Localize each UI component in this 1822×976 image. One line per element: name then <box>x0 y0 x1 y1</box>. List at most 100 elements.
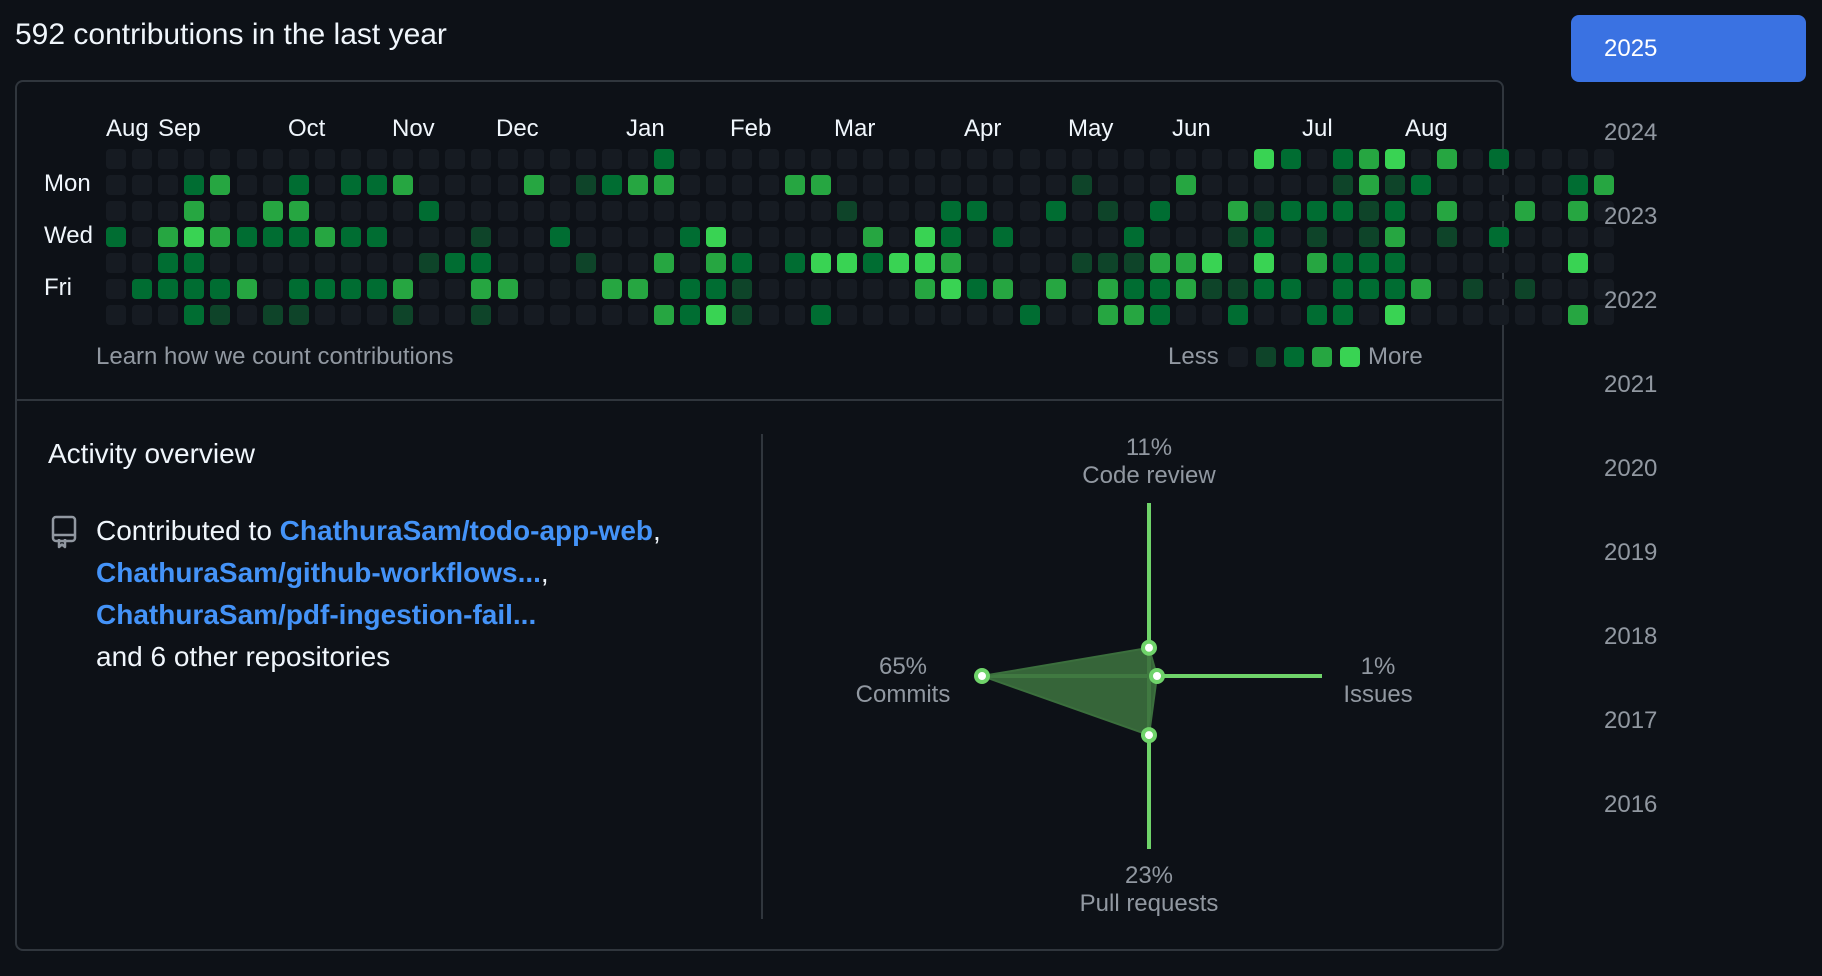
contribution-day-cell[interactable] <box>1150 279 1170 299</box>
contribution-day-cell[interactable] <box>1411 305 1431 325</box>
contribution-day-cell[interactable] <box>810 279 831 299</box>
contribution-day-cell[interactable] <box>1228 253 1249 273</box>
contribution-day-cell[interactable] <box>1071 279 1092 299</box>
contribution-day-cell[interactable] <box>575 305 596 325</box>
contribution-day-cell[interactable] <box>419 175 440 195</box>
contribution-day-cell[interactable] <box>889 253 909 273</box>
contribution-day-cell[interactable] <box>1228 175 1249 195</box>
contribution-day-cell[interactable] <box>1489 227 1510 247</box>
contribution-day-cell[interactable] <box>367 253 387 273</box>
contribution-day-cell[interactable] <box>993 253 1014 273</box>
contribution-day-cell[interactable] <box>1384 201 1405 221</box>
contribution-day-cell[interactable] <box>1567 201 1588 221</box>
contribution-day-cell[interactable] <box>628 227 648 247</box>
contribution-day-cell[interactable] <box>184 253 205 273</box>
contribution-day-cell[interactable] <box>132 279 153 299</box>
contribution-day-cell[interactable] <box>393 305 414 325</box>
contribution-day-cell[interactable] <box>758 175 779 195</box>
contribution-day-cell[interactable] <box>810 149 831 169</box>
contribution-day-cell[interactable] <box>836 253 857 273</box>
contribution-day-cell[interactable] <box>1071 305 1092 325</box>
contribution-day-cell[interactable] <box>784 305 805 325</box>
contribution-day-cell[interactable] <box>158 253 179 273</box>
contribution-day-cell[interactable] <box>1176 253 1197 273</box>
contribution-day-cell[interactable] <box>758 305 779 325</box>
contribution-day-cell[interactable] <box>393 279 414 299</box>
contribution-day-cell[interactable] <box>549 175 570 195</box>
contribution-day-cell[interactable] <box>471 253 492 273</box>
contribution-day-cell[interactable] <box>732 305 753 325</box>
contribution-day-cell[interactable] <box>1280 149 1301 169</box>
contribution-day-cell[interactable] <box>549 227 570 247</box>
contribution-day-cell[interactable] <box>419 201 440 221</box>
contribution-day-cell[interactable] <box>1541 305 1562 325</box>
contribution-day-cell[interactable] <box>1280 253 1301 273</box>
contribution-day-cell[interactable] <box>1306 175 1327 195</box>
contribution-day-cell[interactable] <box>1437 227 1458 247</box>
contribution-day-cell[interactable] <box>1176 279 1197 299</box>
contribution-day-cell[interactable] <box>1463 253 1484 273</box>
contribution-day-cell[interactable] <box>941 305 962 325</box>
contribution-day-cell[interactable] <box>601 279 622 299</box>
contribution-day-cell[interactable] <box>549 149 570 169</box>
contribution-day-cell[interactable] <box>1437 305 1458 325</box>
contribution-day-cell[interactable] <box>288 305 309 325</box>
contribution-day-cell[interactable] <box>680 149 701 169</box>
contribution-day-cell[interactable] <box>1437 201 1458 221</box>
contribution-day-cell[interactable] <box>601 253 622 273</box>
contribution-day-cell[interactable] <box>993 279 1014 299</box>
contribution-day-cell[interactable] <box>915 253 936 273</box>
contribution-day-cell[interactable] <box>1593 305 1614 325</box>
contribution-day-cell[interactable] <box>862 305 883 325</box>
contribution-day-cell[interactable] <box>1254 227 1275 247</box>
contribution-day-cell[interactable] <box>1593 175 1614 195</box>
contribution-day-cell[interactable] <box>288 253 309 273</box>
contribution-day-cell[interactable] <box>732 253 753 273</box>
contribution-day-cell[interactable] <box>1358 149 1379 169</box>
contribution-day-cell[interactable] <box>628 305 648 325</box>
repo-link-todo-app-web[interactable]: ChathuraSam/todo-app-web <box>279 515 654 546</box>
contribution-day-cell[interactable] <box>445 227 466 247</box>
contribution-day-cell[interactable] <box>758 279 779 299</box>
contribution-day-cell[interactable] <box>784 279 805 299</box>
contribution-day-cell[interactable] <box>1515 279 1536 299</box>
contribution-day-cell[interactable] <box>706 175 727 195</box>
contribution-day-cell[interactable] <box>288 201 309 221</box>
contribution-day-cell[interactable] <box>288 149 309 169</box>
contribution-day-cell[interactable] <box>628 253 648 273</box>
contribution-day-cell[interactable] <box>680 305 701 325</box>
contribution-day-cell[interactable] <box>1176 175 1197 195</box>
contribution-day-cell[interactable] <box>132 305 153 325</box>
year-item-2019[interactable]: 2019 <box>1604 539 1658 566</box>
contribution-day-cell[interactable] <box>340 305 361 325</box>
contribution-day-cell[interactable] <box>106 201 126 221</box>
contribution-day-cell[interactable] <box>1045 253 1066 273</box>
contribution-day-cell[interactable] <box>1463 175 1484 195</box>
contribution-day-cell[interactable] <box>889 175 909 195</box>
contribution-day-cell[interactable] <box>1280 279 1301 299</box>
contribution-day-cell[interactable] <box>367 227 387 247</box>
contribution-day-cell[interactable] <box>497 305 518 325</box>
contribution-day-cell[interactable] <box>1358 175 1379 195</box>
contribution-day-cell[interactable] <box>262 201 283 221</box>
contribution-day-cell[interactable] <box>1254 253 1275 273</box>
contribution-day-cell[interactable] <box>340 227 361 247</box>
contribution-day-cell[interactable] <box>236 253 257 273</box>
contribution-day-cell[interactable] <box>1358 279 1379 299</box>
contribution-day-cell[interactable] <box>628 201 648 221</box>
contribution-day-cell[interactable] <box>1332 227 1353 247</box>
contribution-day-cell[interactable] <box>967 175 988 195</box>
contribution-day-cell[interactable] <box>419 305 440 325</box>
contribution-day-cell[interactable] <box>1071 201 1092 221</box>
contribution-day-cell[interactable] <box>340 279 361 299</box>
contribution-day-cell[interactable] <box>1202 227 1223 247</box>
contribution-day-cell[interactable] <box>1071 253 1092 273</box>
contribution-day-cell[interactable] <box>236 175 257 195</box>
contribution-day-cell[interactable] <box>1202 305 1223 325</box>
year-item-2016[interactable]: 2016 <box>1604 791 1658 818</box>
contribution-day-cell[interactable] <box>1202 279 1223 299</box>
contribution-day-cell[interactable] <box>836 227 857 247</box>
contribution-day-cell[interactable] <box>1045 149 1066 169</box>
contribution-day-cell[interactable] <box>889 201 909 221</box>
contribution-day-cell[interactable] <box>784 201 805 221</box>
